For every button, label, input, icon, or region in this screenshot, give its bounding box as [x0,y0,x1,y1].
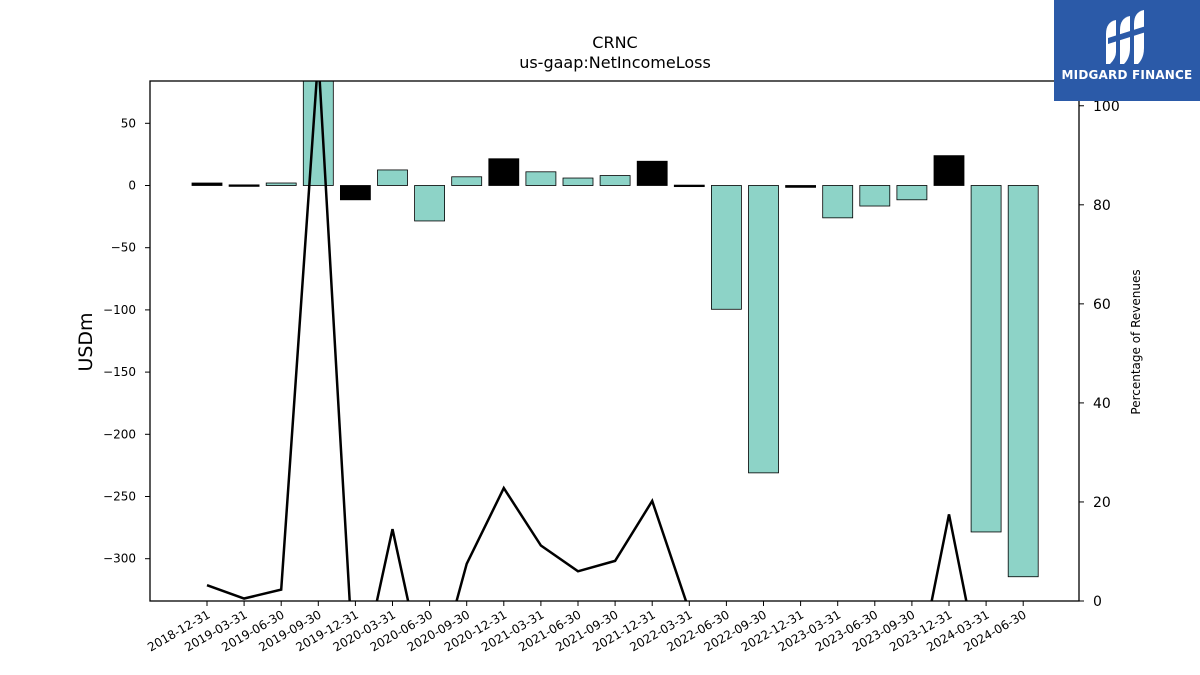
y-tick-label: 0 [128,178,136,192]
plot-area: 500−50−100−150−200−250−30002040608010020… [103,80,1120,654]
y2-tick-label: 80 [1093,198,1111,214]
bar-2023-03-31 [822,185,854,219]
bar-2021-09-30 [599,175,631,186]
brand-name: MIDGARD FINANCE [1061,68,1193,82]
y-tick-label: 50 [121,116,136,130]
y-tick-label: −50 [111,241,136,255]
y2-tick-label: 60 [1093,297,1111,313]
bar-2019-03-31 [228,184,260,187]
y2-tick-label: 20 [1093,495,1111,511]
midgard-logo-icon [1106,10,1146,64]
bar-2022-09-30 [748,185,779,474]
brand-logo: MIDGARD FINANCE [1054,0,1200,101]
bar-2021-03-31 [525,171,557,186]
plot-marks [191,81,1039,601]
y-tick-label: −150 [103,365,136,379]
bar-2023-06-30 [859,185,891,207]
bar-2020-06-30 [414,185,446,222]
bar-2020-12-31 [488,158,520,186]
y-tick-label: −200 [103,427,136,441]
chart-title: CRNC [592,33,637,52]
bar-2022-03-31 [673,184,705,188]
bar-2019-09-30 [302,81,334,186]
y-tick-label: −250 [103,490,136,504]
y2-axis-label: Percentage of Revenues [1129,269,1143,414]
bar-2023-09-30 [896,185,928,201]
bar-2023-12-31 [933,155,965,186]
y-tick-label: −300 [103,552,136,566]
plot-frame [149,80,1080,602]
bar-2022-12-31 [785,185,816,188]
bar-2024-03-31 [970,185,1002,533]
bar-2020-09-30 [451,176,483,186]
bar-2024-06-30 [1007,185,1039,578]
percentage-line [206,81,968,601]
bar-2018-12-31 [191,182,223,186]
y2-tick-label: 40 [1093,396,1111,412]
bar-2021-06-30 [562,177,594,186]
bar-2019-12-31 [339,185,371,201]
bar-2019-06-30 [265,182,297,186]
y-axis-label: USDm [75,312,97,371]
y2-tick-label: 100 [1093,99,1120,115]
bar-2020-03-31 [377,169,408,186]
chart-subtitle: us-gaap:NetIncomeLoss [519,53,711,72]
bar-2021-12-31 [636,160,668,186]
y2-tick-label: 0 [1093,594,1102,610]
y-tick-label: −100 [103,303,136,317]
bar-2022-06-30 [711,185,742,310]
